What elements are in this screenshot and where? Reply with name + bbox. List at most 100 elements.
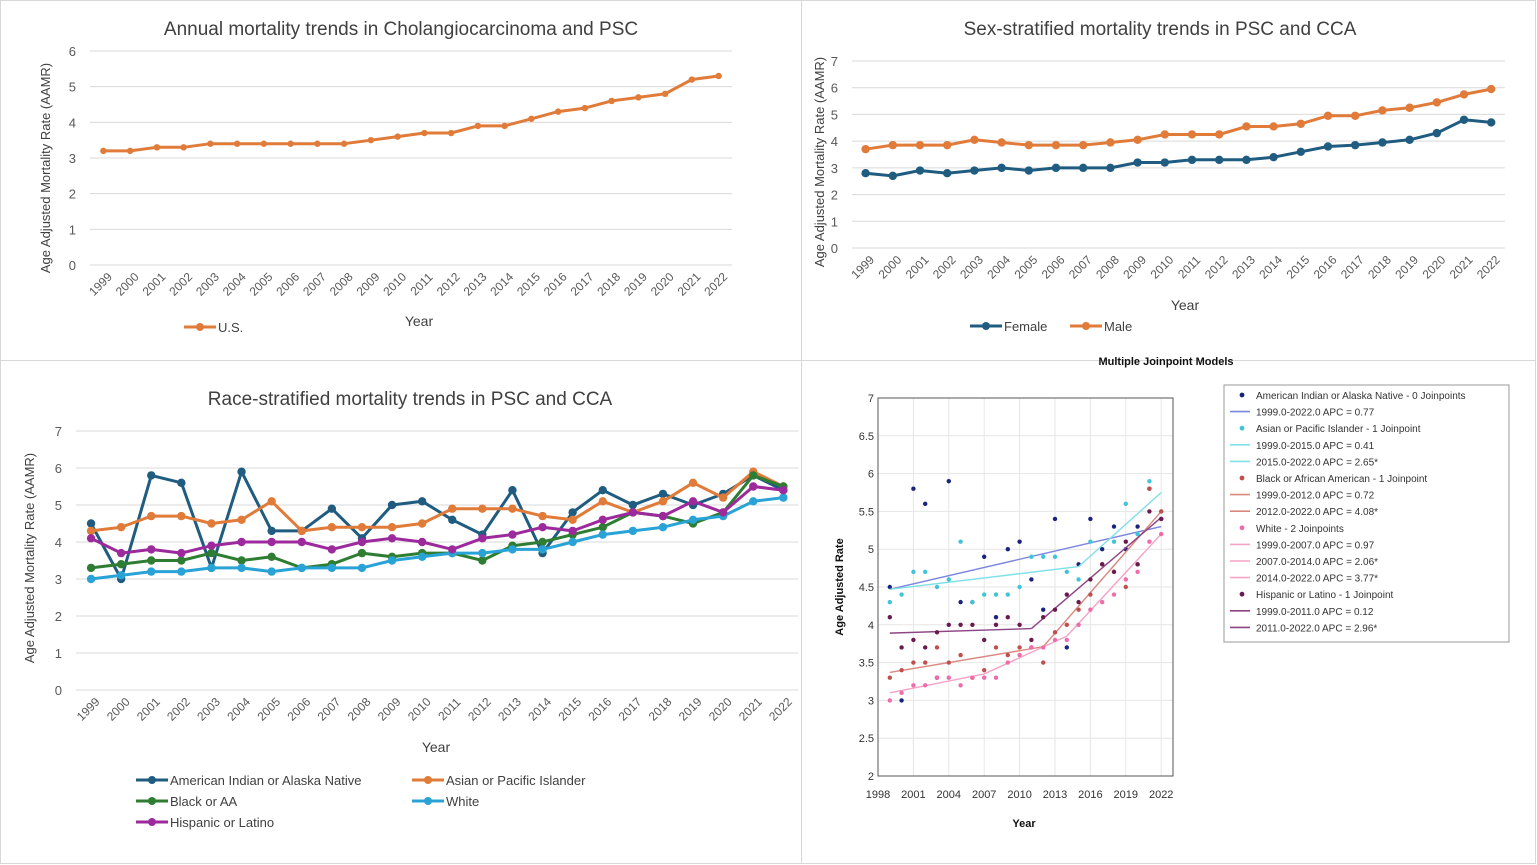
x-tick-label: 2020 (1420, 253, 1449, 282)
data-point (357, 537, 367, 547)
legend-marker (148, 776, 156, 784)
data-point (1323, 142, 1333, 151)
data-point (1029, 637, 1034, 643)
x-tick-label: 2016 (541, 270, 570, 299)
legend-label: American Indian or Alaska Native - 0 Joi… (1256, 391, 1466, 402)
data-point (1017, 652, 1022, 658)
data-point (946, 622, 951, 627)
x-tick-label: 2003 (957, 253, 986, 282)
data-point (237, 515, 246, 524)
y-tick-label: 3 (69, 151, 76, 166)
y-tick-label: 5 (55, 498, 62, 513)
data-point (1459, 90, 1469, 99)
series-line-asian-or-pacific-islander (90, 470, 785, 533)
data-point (1064, 569, 1070, 575)
y-tick-label: 2 (55, 609, 62, 624)
data-point (1100, 547, 1105, 552)
x-tick-label: 2009 (1120, 253, 1149, 282)
x-tick-label: 2019 (1114, 789, 1138, 801)
y-tick-label: 3 (868, 695, 874, 707)
data-point (970, 166, 979, 175)
data-point (538, 511, 547, 521)
x-tick-label: 2011 (435, 695, 463, 723)
data-point (1079, 163, 1088, 173)
data-point (628, 508, 638, 517)
x-tick-label: 2013 (495, 695, 524, 724)
data-point (661, 90, 669, 98)
legend-label: 1999.0-2012.0 APC = 0.72 (1256, 491, 1375, 502)
x-tick-label: 2008 (1093, 253, 1122, 282)
data-point (1052, 607, 1058, 612)
data-point (1111, 569, 1117, 575)
data-point (448, 504, 457, 513)
data-point (982, 675, 987, 680)
data-point (86, 534, 96, 543)
legend-label: 1999.0-2007.0 APC = 0.97 (1256, 540, 1375, 551)
legend-label: 1999.0-2022.0 APC = 0.77 (1256, 408, 1375, 419)
data-point (501, 122, 508, 130)
data-point (177, 548, 186, 558)
data-point (1106, 138, 1115, 147)
data-point (327, 504, 337, 513)
x-tick-label: 2001 (134, 695, 163, 724)
data-point (997, 138, 1006, 147)
chart-title: Sex-stratified mortality trends in PSC a… (964, 19, 1357, 40)
legend-label: 2011.0-2022.0 APC = 2.96* (1256, 623, 1377, 634)
x-axis-label: Year (405, 313, 434, 329)
data-point (1100, 599, 1105, 605)
data-point (153, 144, 161, 151)
data-point (1215, 155, 1224, 165)
data-point (1041, 554, 1046, 559)
data-point (923, 569, 928, 575)
data-point (267, 537, 276, 547)
data-point (915, 166, 925, 175)
data-point (1147, 478, 1152, 484)
x-tick-label: 2007 (300, 270, 329, 299)
data-point (749, 471, 758, 480)
data-point (958, 599, 963, 605)
x-tick-label: 2005 (247, 270, 276, 299)
data-point (934, 584, 940, 590)
data-point (1432, 128, 1442, 138)
data-point (1487, 118, 1496, 127)
data-point (147, 511, 156, 521)
joinpoint-segment (889, 565, 1079, 590)
legend-label: Black or African American - 1 Joinpoint (1256, 474, 1427, 485)
y-tick-label: 1 (69, 222, 76, 237)
data-point (126, 147, 134, 155)
data-point (923, 645, 928, 650)
data-point (327, 545, 337, 554)
x-tick-label: 2010 (1148, 253, 1177, 282)
joinpoint-segment (1078, 491, 1162, 568)
data-point (946, 675, 951, 680)
x-tick-label: 2021 (1447, 253, 1476, 282)
data-point (628, 526, 638, 536)
data-point (287, 140, 294, 147)
data-point (568, 508, 577, 517)
y-tick-label: 5 (831, 107, 838, 122)
data-point (1215, 130, 1224, 139)
legend-box (1223, 384, 1510, 643)
data-point (911, 486, 916, 491)
data-point (177, 478, 186, 487)
y-tick-label: 0 (69, 258, 76, 273)
data-point (1133, 135, 1142, 145)
data-point (147, 567, 156, 576)
series-line-female (865, 118, 1492, 178)
x-tick-label: 2000 (876, 253, 905, 282)
data-point (688, 515, 698, 524)
data-point (1405, 135, 1414, 145)
y-tick-label: 5.5 (859, 506, 874, 518)
data-point (1052, 554, 1058, 559)
data-point (970, 622, 975, 627)
x-tick-label: 2016 (586, 695, 615, 724)
data-point (749, 482, 758, 491)
data-point (861, 169, 870, 178)
data-point (1296, 147, 1306, 157)
data-point (888, 171, 897, 181)
data-point (1088, 539, 1093, 544)
legend-label: Female (1004, 319, 1047, 334)
data-point (1123, 577, 1129, 582)
data-point (1378, 106, 1387, 115)
data-point (267, 552, 276, 561)
